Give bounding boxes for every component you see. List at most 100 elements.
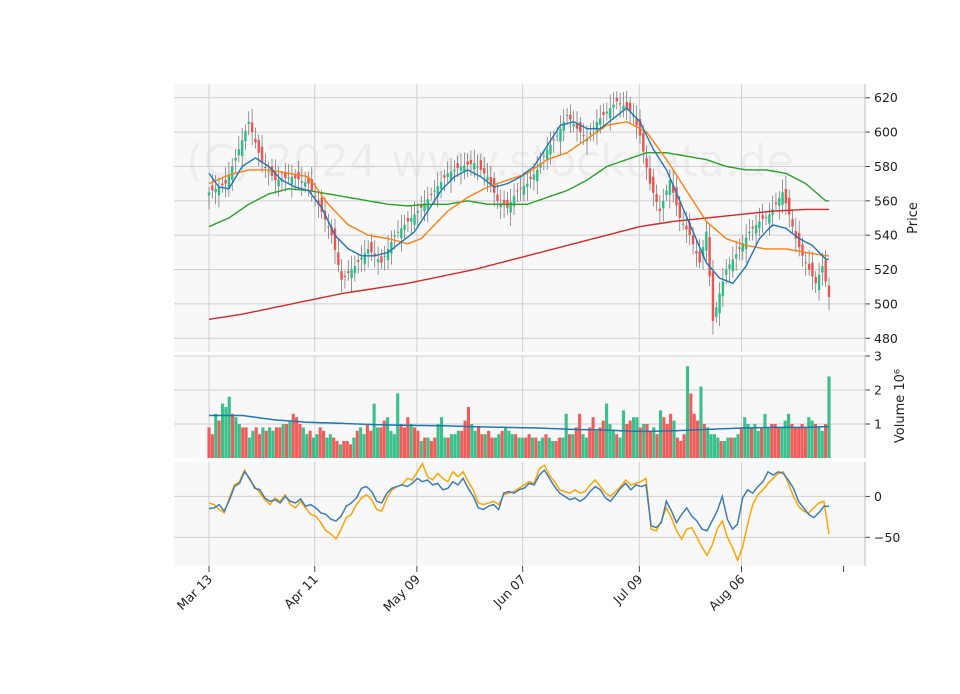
volume-bar-up — [224, 407, 228, 458]
volume-bar-up — [733, 437, 737, 458]
volume-bar-up — [608, 424, 612, 458]
volume-bar-up — [807, 417, 811, 458]
y-tick-label: 580 — [874, 159, 898, 174]
volume-bar-down — [322, 430, 326, 458]
volume-bar-up — [497, 434, 501, 458]
candle-down — [340, 271, 343, 280]
volume-bar-up — [763, 413, 767, 458]
candle-up — [705, 231, 708, 251]
volume-bar-down — [500, 430, 504, 458]
volume-bar-up — [780, 427, 784, 458]
oscillator-panel — [208, 461, 830, 563]
volume-bar-down — [567, 434, 572, 458]
candle-down — [708, 237, 711, 277]
volume-bar-down — [557, 437, 561, 458]
candle-down — [330, 226, 333, 236]
volume-bar-up — [247, 437, 251, 458]
candle-down — [211, 185, 214, 191]
panel-bg-0 — [174, 84, 865, 352]
candle-down — [801, 244, 804, 256]
candle-down — [496, 194, 499, 201]
volume-bar-down — [749, 427, 754, 458]
volume-bar-down — [335, 441, 339, 458]
x-tick-label: Jun 07 — [490, 572, 529, 611]
volume-bar-up — [685, 366, 690, 458]
candle-up — [453, 169, 456, 171]
volume-bar-down — [648, 430, 652, 458]
volume-bar-down — [692, 413, 696, 458]
candle-down — [333, 228, 337, 251]
candle-up — [376, 259, 380, 263]
candle-down — [824, 259, 827, 282]
y-tick-label: 620 — [874, 90, 898, 105]
volume-bar-up — [726, 437, 730, 458]
volume-panel — [207, 366, 831, 458]
volume-bar-up — [753, 424, 757, 458]
y-tick-label: 1 — [874, 417, 882, 432]
candle-up — [217, 187, 221, 196]
candle-up — [366, 248, 370, 254]
volume-bar-up — [426, 437, 430, 458]
candle-down — [784, 188, 788, 204]
volume-bar-down — [332, 437, 336, 458]
ma-fast-line — [208, 107, 829, 285]
volume-bar-down — [477, 427, 481, 458]
candle-up — [744, 237, 748, 250]
candle-down — [356, 259, 360, 262]
candle-up — [499, 203, 502, 208]
candle-up — [542, 156, 546, 158]
ma-mid-line — [208, 121, 829, 257]
candle-up — [589, 133, 592, 135]
volume-bar-up — [234, 417, 238, 458]
candle-down — [569, 114, 572, 120]
volume-bar-up — [787, 413, 791, 458]
candle-up — [486, 176, 489, 181]
volume-bar-up — [699, 386, 703, 458]
candle-down — [814, 276, 817, 284]
volume-bar-up — [409, 424, 413, 458]
volume-bar-down — [284, 424, 289, 458]
volume-bar-up — [571, 434, 575, 458]
candle-down — [373, 253, 376, 256]
candle-down — [320, 197, 323, 212]
candle-up — [363, 253, 367, 265]
volume-bar-up — [642, 424, 646, 458]
candle-down — [811, 262, 814, 277]
y-tick-label: 600 — [874, 125, 898, 140]
volume-bar-up — [709, 434, 713, 458]
volume-bar-down — [318, 427, 322, 458]
oscillator-line-1 — [208, 469, 829, 532]
volume-bar-down — [423, 437, 427, 458]
candle-down — [638, 119, 642, 136]
volume-bar-down — [739, 427, 743, 458]
candle-down — [788, 197, 791, 215]
candle-up — [778, 198, 781, 206]
candle-down — [456, 163, 459, 169]
volume-bar-down — [682, 434, 686, 458]
volume-bar-up — [419, 441, 423, 458]
candle-down — [685, 225, 688, 230]
candle-down — [466, 161, 469, 165]
volume-axis-label: Volume 10⁶ — [893, 369, 908, 443]
volume-bar-down — [295, 417, 299, 458]
candle-down — [260, 146, 264, 164]
candle-down — [602, 111, 605, 115]
candle-up — [668, 180, 672, 195]
volume-bar-down — [544, 434, 548, 458]
candle-down — [469, 159, 473, 164]
candle-down — [579, 122, 582, 133]
candle-down — [516, 190, 519, 192]
volume-bar-down — [800, 424, 804, 458]
volume-bar-up — [386, 417, 390, 458]
candle-down — [695, 251, 698, 254]
volume-bar-up — [281, 424, 285, 458]
candle-up — [522, 185, 526, 195]
volume-bar-down — [274, 427, 278, 458]
volume-bar-up — [547, 437, 551, 458]
candle-down — [479, 160, 483, 170]
candle-up — [608, 108, 612, 119]
candle-up — [463, 165, 466, 173]
volume-bar-down — [776, 427, 781, 458]
candle-up — [386, 248, 390, 261]
candle-up — [244, 130, 247, 142]
